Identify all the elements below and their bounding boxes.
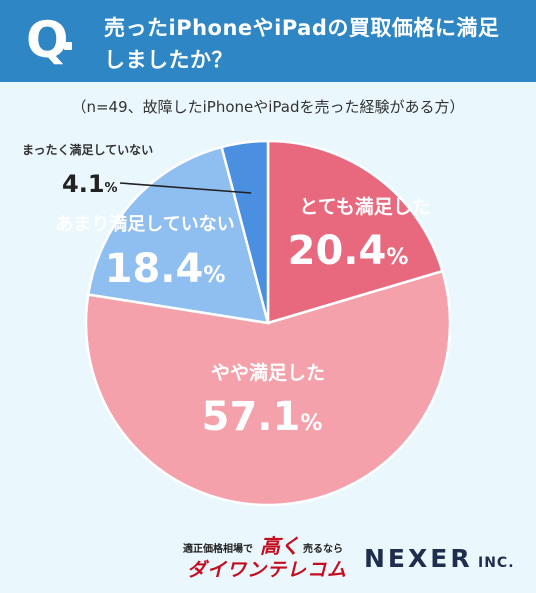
slice-value-very-satisfied: 20.4%	[288, 228, 409, 274]
slice-label-not-at-all-satisfied: まったく満足していない	[22, 142, 153, 157]
leader-line-not-at-all-satisfied	[119, 182, 252, 194]
question-text-line2: しましたか？	[104, 48, 233, 72]
slice-value-not-at-all-satisfied: 4.1%	[62, 170, 118, 198]
sponsor-tagline-right: 売るなら	[303, 544, 343, 555]
slice-label-not-very-satisfied: あまり満足していない	[55, 213, 234, 235]
slice-value-somewhat-satisfied: 57.1%	[202, 394, 323, 440]
question-mark-q: Q	[26, 11, 69, 69]
question-mark-dot	[64, 42, 72, 50]
question-text-line1: 売ったiPhoneやiPadの買取価格に満足	[104, 16, 500, 40]
slice-label-somewhat-satisfied: やや満足した	[211, 362, 325, 384]
sponsor-tagline-left: 適正価格相場で	[183, 544, 253, 555]
respondent-note: （n=49、故障したiPhoneやiPadを売った経験がある方）	[71, 98, 465, 116]
pie-slice-not-at-all-satisfied	[220, 139, 270, 324]
slice-label-very-satisfied: とても満足した	[299, 196, 430, 218]
pie-slice-somewhat-satisfied	[84, 269, 452, 507]
sponsor-tagline-highlight: 高く	[260, 534, 300, 558]
company-logo-suffix: INC.	[478, 555, 515, 571]
question-header: Q 売ったiPhoneやiPadの買取価格に満足 しましたか？	[0, 0, 536, 82]
pie-slice-very-satisfied	[266, 139, 445, 325]
slice-value-not-very-satisfied: 18.4%	[105, 246, 226, 292]
sponsor-logo: ダイワンテレコム	[187, 559, 348, 581]
company-logo: NEXER	[364, 544, 473, 573]
